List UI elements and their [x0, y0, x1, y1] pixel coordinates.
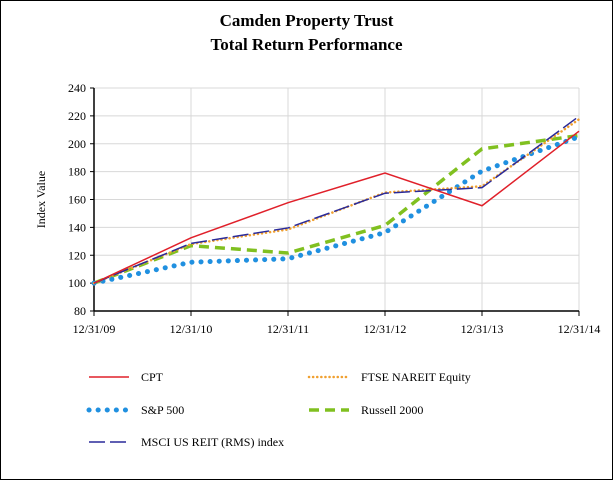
- x-tick-label: 12/31/14: [558, 322, 601, 336]
- legend-label: Russell 2000: [361, 403, 423, 417]
- chart-title-line-2: Total Return Performance: [210, 35, 403, 54]
- legend-label: S&P 500: [141, 403, 184, 417]
- legend-label: FTSE NAREIT Equity: [361, 370, 471, 384]
- x-tick-label: 12/31/13: [461, 322, 504, 336]
- x-tick-label: 12/31/10: [170, 322, 213, 336]
- series-line-msci-us-reit-rms-index: [93, 115, 580, 284]
- x-tick-label: 12/31/11: [267, 322, 309, 336]
- y-axis-label: Index Value: [34, 171, 48, 228]
- y-tick-label: 120: [68, 248, 86, 262]
- chart-title-line-1: Camden Property Trust: [219, 11, 394, 30]
- x-tick-label: 12/31/09: [73, 322, 116, 336]
- series-line-cpt: [93, 130, 580, 284]
- y-tick-label: 240: [68, 81, 86, 95]
- y-tick-label: 100: [68, 276, 86, 290]
- legend-label: MSCI US REIT (RMS) index: [141, 435, 284, 449]
- y-tick-label: 180: [68, 165, 86, 179]
- y-tick-label: 160: [68, 193, 86, 207]
- legend-label: CPT: [141, 370, 164, 384]
- y-tick-label: 80: [74, 304, 86, 318]
- y-tick-label: 220: [68, 109, 86, 123]
- y-tick-label: 140: [68, 220, 86, 234]
- x-tick-label: 12/31/12: [364, 322, 407, 336]
- y-tick-label: 200: [68, 137, 86, 151]
- series-line-russell-2000: [93, 133, 580, 285]
- series-line-s-p-500: [91, 134, 582, 286]
